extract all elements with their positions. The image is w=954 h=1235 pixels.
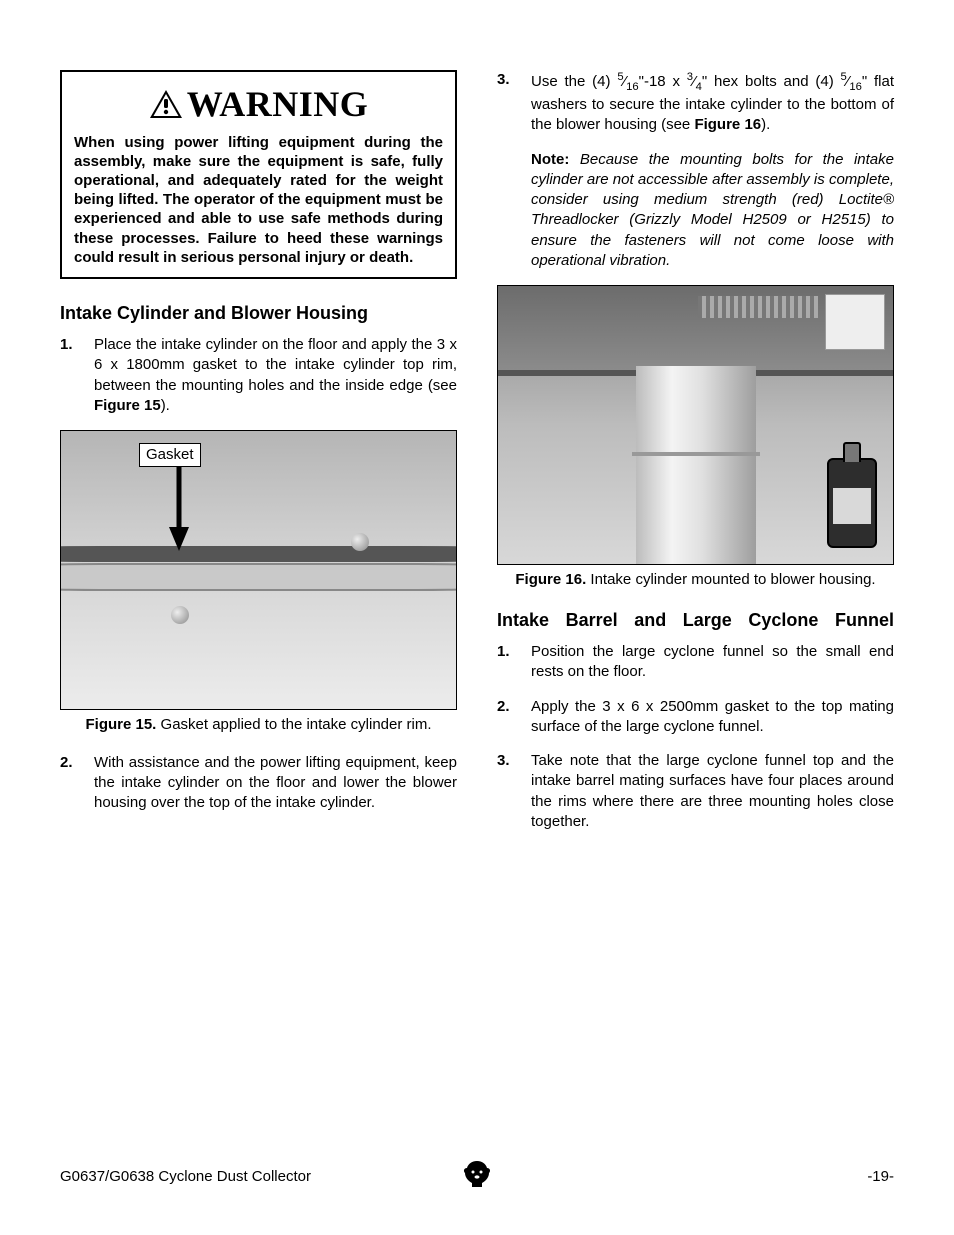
d: 16 (849, 81, 862, 93)
steps-intake-cylinder: 1. Place the intake cylinder on the floo… (60, 335, 457, 416)
step-text: Take note that the large cyclone funnel … (531, 751, 894, 832)
step-3: 3. Use the (4) 5⁄16"-18 x 3⁄4" hex bolts… (497, 70, 894, 271)
step-text: Use the (4) 5⁄16"-18 x 3⁄4" hex bolts an… (531, 70, 894, 271)
figure-16: Figure 16. Intake cylinder mounted to bl… (497, 285, 894, 590)
step-num: 3. (497, 70, 531, 271)
figure-ref: Figure 15 (94, 397, 161, 414)
t: Place the intake cylinder on the floor a… (94, 336, 457, 394)
footer-page-number: -19- (492, 1167, 894, 1187)
step-1: 1. Place the intake cylinder on the floo… (60, 335, 457, 416)
t: ). (761, 116, 770, 133)
steps-intake-barrel: 1. Position the large cyclone funnel so … (497, 642, 894, 832)
figure-16-image (497, 285, 894, 565)
bear-logo-icon (462, 1159, 492, 1189)
left-column: WARNING When using power lifting equipme… (60, 70, 457, 846)
page-footer: G0637/G0638 Cyclone Dust Collector -19- (60, 1159, 894, 1195)
step-2: 2. With assistance and the power lifting… (60, 753, 457, 814)
caption-b: Figure 15. (86, 716, 157, 733)
caption-b: Figure 16. (515, 571, 586, 588)
t: ). (161, 397, 170, 414)
steps-intake-cylinder-cont: 2. With assistance and the power lifting… (60, 753, 457, 814)
step-num: 1. (497, 642, 531, 683)
note: Note: Because the mounting bolts for the… (531, 150, 894, 272)
n: 5 (617, 71, 623, 83)
fraction: 5⁄16 (617, 73, 638, 90)
step-num: 3. (497, 751, 531, 832)
right-column: 3. Use the (4) 5⁄16"-18 x 3⁄4" hex bolts… (497, 70, 894, 846)
figure-16-caption: Figure 16. Intake cylinder mounted to bl… (497, 571, 894, 590)
page-columns: WARNING When using power lifting equipme… (60, 70, 894, 846)
barrel-step-3: 3. Take note that the large cyclone funn… (497, 751, 894, 832)
figure-ref: Figure 16 (694, 116, 761, 133)
section-heading-intake-cylinder: Intake Cylinder and Blower Housing (60, 301, 457, 325)
footer-model: G0637/G0638 Cyclone Dust Collector (60, 1167, 462, 1187)
step-num: 2. (60, 753, 94, 814)
note-label: Note: (531, 151, 569, 168)
section-heading-intake-barrel: Intake Barrel and Large Cyclone Funnel (497, 608, 894, 632)
n: 3 (687, 71, 693, 83)
step-text: Position the large cyclone funnel so the… (531, 642, 894, 683)
warning-icon (149, 89, 183, 119)
caption-t: Intake cylinder mounted to blower housin… (586, 571, 875, 588)
fraction: 3⁄4 (687, 73, 702, 90)
step-num: 2. (497, 697, 531, 738)
note-text: Because the mounting bolts for the intak… (531, 151, 894, 269)
warning-title: WARNING (187, 80, 369, 129)
warning-header: WARNING (74, 80, 443, 129)
caption-t: Gasket applied to the intake cylinder ri… (156, 716, 431, 733)
step-text: Place the intake cylinder on the floor a… (94, 335, 457, 416)
gasket-callout-label: Gasket (139, 443, 201, 467)
footer-logo (462, 1159, 492, 1195)
figure-15-image: Gasket (60, 430, 457, 710)
figure-15: Gasket Figure 15. Gasket applied to the … (60, 430, 457, 735)
t: " hex bolts and (4) (702, 73, 841, 90)
t: Use the (4) (531, 73, 617, 90)
gasket-arrow-icon (169, 467, 209, 557)
d: 16 (626, 81, 639, 93)
fraction: 5⁄16 (841, 73, 862, 90)
steps-intake-cylinder-right: 3. Use the (4) 5⁄16"-18 x 3⁄4" hex bolts… (497, 70, 894, 271)
barrel-step-1: 1. Position the large cyclone funnel so … (497, 642, 894, 683)
t: "-18 x (639, 73, 687, 90)
figure-15-caption: Figure 15. Gasket applied to the intake … (60, 716, 457, 735)
warning-body: When using power lifting equipment durin… (74, 133, 443, 267)
step-text: With assistance and the power lifting eq… (94, 753, 457, 814)
n: 5 (841, 71, 847, 83)
step-num: 1. (60, 335, 94, 416)
step-text: Apply the 3 x 6 x 2500mm gasket to the t… (531, 697, 894, 738)
barrel-step-2: 2. Apply the 3 x 6 x 2500mm gasket to th… (497, 697, 894, 738)
warning-box: WARNING When using power lifting equipme… (60, 70, 457, 279)
